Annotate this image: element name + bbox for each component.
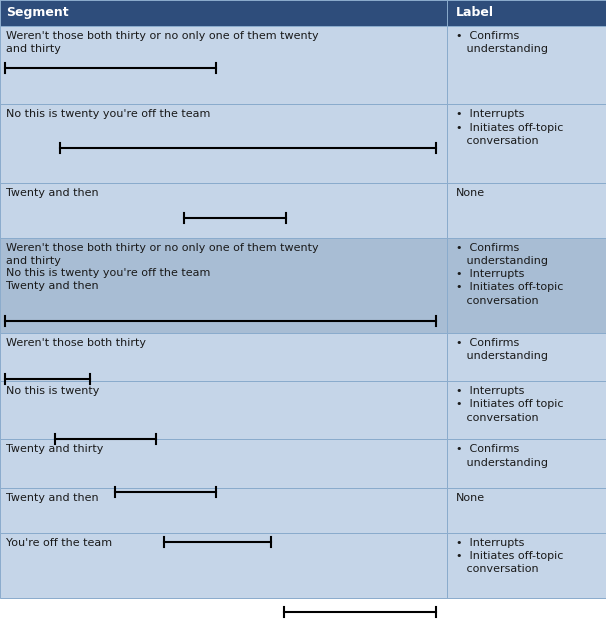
Text: None: None bbox=[456, 492, 485, 503]
Text: •  Confirms
   understanding: • Confirms understanding bbox=[456, 31, 547, 55]
Text: •  Interrupts
•  Initiates off-topic
   conversation: • Interrupts • Initiates off-topic conve… bbox=[456, 538, 563, 574]
Text: Label: Label bbox=[456, 6, 493, 19]
Bar bbox=[447, 439, 606, 487]
Text: No this is twenty you're off the team: No this is twenty you're off the team bbox=[6, 109, 210, 119]
Bar bbox=[0, 533, 447, 598]
Bar bbox=[447, 487, 606, 533]
Bar bbox=[447, 0, 606, 26]
Bar bbox=[0, 238, 447, 333]
Text: Weren't those both thirty or no only one of them twenty
and thirty
No this is tw: Weren't those both thirty or no only one… bbox=[6, 243, 319, 291]
Text: Twenty and then: Twenty and then bbox=[6, 187, 99, 198]
Text: None: None bbox=[456, 187, 485, 198]
Bar bbox=[447, 333, 606, 381]
Bar bbox=[447, 26, 606, 104]
Bar bbox=[447, 182, 606, 238]
Text: Weren't those both thirty: Weren't those both thirty bbox=[6, 338, 146, 348]
Text: Twenty and thirty: Twenty and thirty bbox=[6, 444, 104, 455]
Bar bbox=[0, 487, 447, 533]
Bar bbox=[447, 104, 606, 182]
Text: You're off the team: You're off the team bbox=[6, 538, 112, 548]
Bar bbox=[447, 238, 606, 333]
Text: Twenty and then: Twenty and then bbox=[6, 492, 99, 503]
Text: •  Confirms
   understanding: • Confirms understanding bbox=[456, 444, 547, 467]
Bar bbox=[0, 26, 447, 104]
Text: •  Interrupts
•  Initiates off topic
   conversation: • Interrupts • Initiates off topic conve… bbox=[456, 386, 563, 422]
Text: Weren't those both thirty or no only one of them twenty
and thirty: Weren't those both thirty or no only one… bbox=[6, 31, 319, 54]
Bar bbox=[447, 381, 606, 439]
Bar bbox=[0, 439, 447, 487]
Text: No this is twenty: No this is twenty bbox=[6, 386, 99, 396]
Bar bbox=[0, 104, 447, 182]
Text: •  Confirms
   understanding
•  Interrupts
•  Initiates off-topic
   conversatio: • Confirms understanding • Interrupts • … bbox=[456, 243, 563, 306]
Bar bbox=[0, 182, 447, 238]
Bar bbox=[447, 533, 606, 598]
Bar bbox=[0, 381, 447, 439]
Text: •  Confirms
   understanding: • Confirms understanding bbox=[456, 338, 547, 361]
Text: •  Interrupts
•  Initiates off-topic
   conversation: • Interrupts • Initiates off-topic conve… bbox=[456, 109, 563, 146]
Text: Segment: Segment bbox=[6, 6, 68, 19]
Bar bbox=[0, 0, 447, 26]
Bar bbox=[0, 333, 447, 381]
